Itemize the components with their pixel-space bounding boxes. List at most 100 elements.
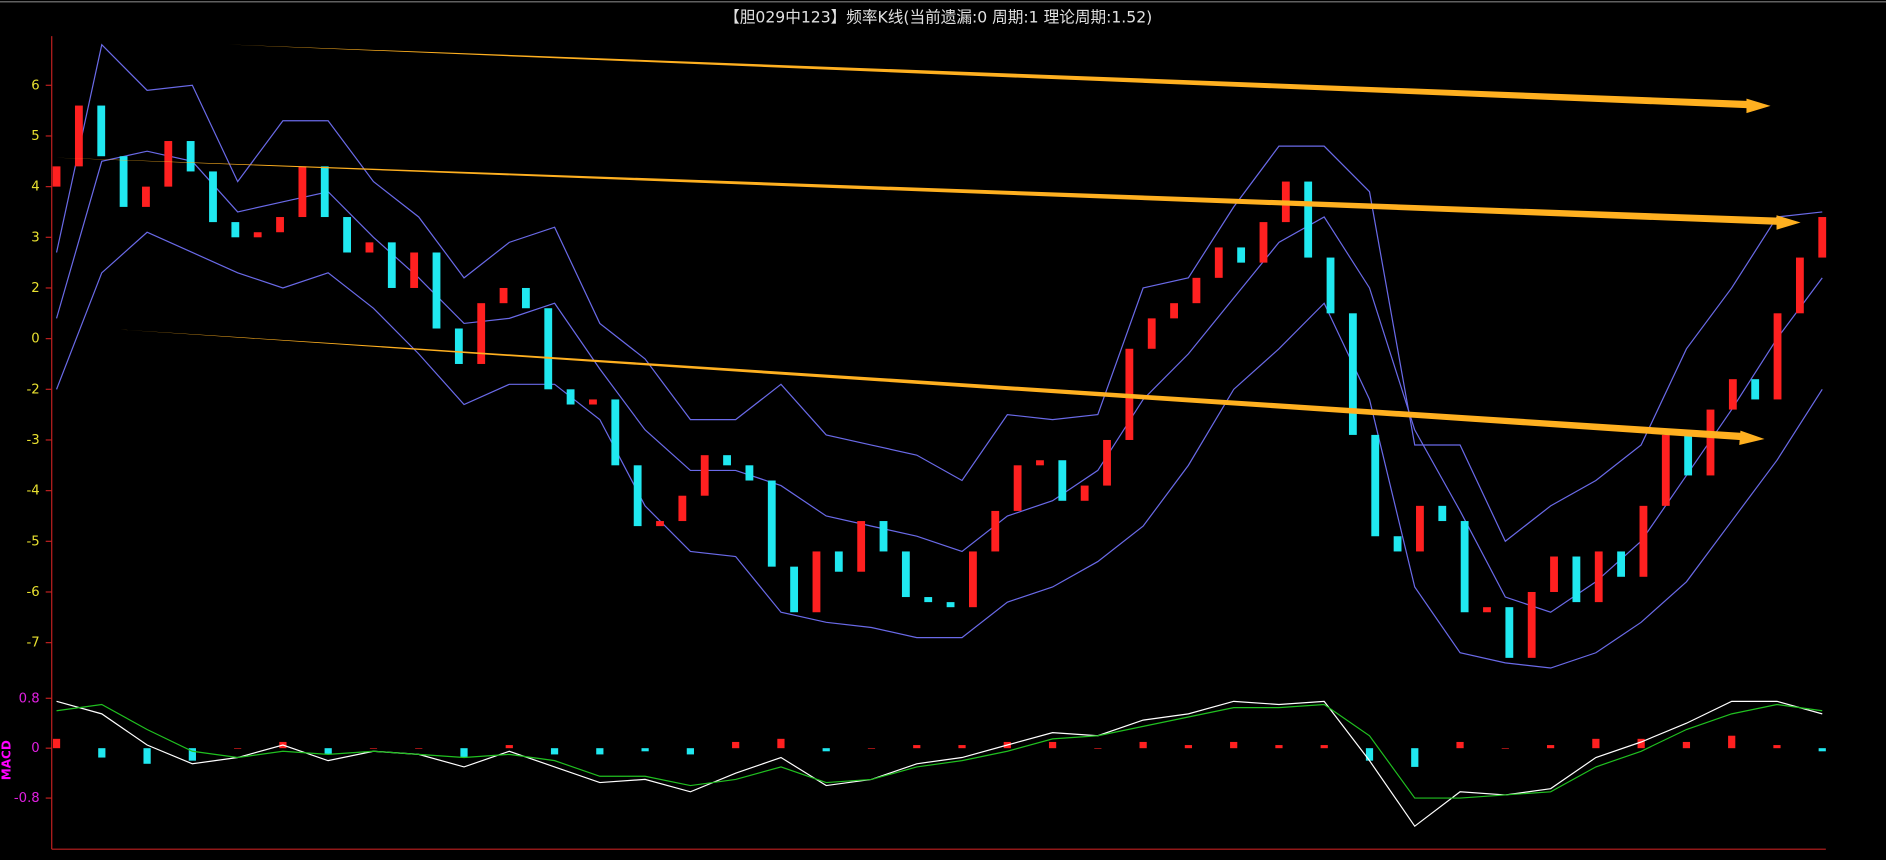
candle (901, 551, 910, 598)
candle (857, 521, 866, 572)
candle (97, 105, 106, 157)
histogram-bar (1365, 748, 1374, 761)
histogram-bar (596, 748, 604, 755)
histogram-bar (777, 738, 785, 749)
candle (1483, 607, 1491, 613)
arrow-head (1746, 98, 1771, 114)
candle (1527, 591, 1536, 658)
histogram-bar (913, 745, 921, 749)
histogram-bar (732, 741, 740, 749)
candle (499, 287, 508, 304)
candle (790, 566, 799, 613)
candle (1818, 217, 1827, 258)
candle (1505, 607, 1514, 658)
candle (1572, 556, 1581, 603)
candle (834, 551, 843, 572)
panel-label: MACD (0, 740, 14, 780)
candle (343, 217, 352, 253)
candle (812, 551, 821, 613)
candle (164, 141, 173, 187)
candle (432, 252, 441, 329)
histogram-bar (1320, 745, 1328, 749)
histogram-bar (1230, 741, 1238, 749)
candle (946, 602, 955, 608)
candle (1617, 551, 1625, 577)
candle (454, 328, 463, 364)
candle (544, 308, 553, 390)
histogram-bar (143, 748, 151, 764)
y-tick-label: 2 (31, 281, 39, 296)
candle (1460, 521, 1469, 613)
candle (678, 495, 687, 522)
candle (1661, 434, 1670, 506)
candle (723, 455, 731, 466)
y-tick-label: 4 (31, 180, 39, 195)
candle (1639, 505, 1648, 577)
candle (387, 242, 396, 288)
plot-area: 6 5 4 3 2 0 -2 -3 -4 -5 -6 -7 0.8 0 -0.8 (14, 43, 1827, 828)
candle (589, 399, 597, 405)
candle (1706, 409, 1715, 476)
candle (566, 389, 575, 405)
candle (209, 171, 217, 223)
candle (611, 399, 620, 466)
candle (1773, 313, 1782, 400)
histogram-bar (686, 748, 694, 755)
candle (1393, 536, 1402, 552)
candle (1103, 439, 1111, 486)
candle (276, 217, 284, 233)
histogram-bar (1546, 745, 1555, 749)
candle (924, 597, 933, 603)
candle (1416, 505, 1424, 552)
histogram-bar (52, 738, 61, 749)
histogram-bar (1773, 745, 1781, 749)
candle (879, 521, 888, 552)
trend-arrow (228, 44, 1751, 109)
histogram-bar (415, 748, 423, 749)
line-series (56, 703, 1823, 799)
candle (298, 166, 307, 218)
candle (186, 141, 195, 172)
candle (745, 465, 754, 481)
y-tick-label: -6 (27, 585, 40, 600)
histogram-bar (550, 748, 559, 755)
candle (521, 287, 530, 309)
histogram-bar (1456, 741, 1464, 749)
y-tick-label: -3 (27, 433, 40, 448)
candle (320, 166, 329, 218)
y-tick-label: -5 (27, 534, 40, 549)
y-tick-label: -2 (27, 382, 40, 397)
line-series (55, 231, 1823, 669)
histogram-bar (188, 748, 196, 761)
candle (1058, 460, 1067, 501)
histogram-bar (1184, 745, 1193, 749)
histogram-bar (1048, 741, 1057, 749)
histogram-bar (1411, 748, 1419, 767)
annotations (54, 44, 1801, 446)
candle (656, 521, 664, 527)
candle (1147, 318, 1156, 349)
histogram-bar (958, 745, 966, 749)
trend-arrow (120, 329, 1745, 441)
y-tick-label: 3 (31, 230, 39, 245)
y-tick-label: -4 (27, 484, 40, 499)
arrow-head (1776, 215, 1801, 230)
candle (1438, 505, 1447, 522)
histogram-bar (822, 748, 830, 752)
candle (1594, 551, 1603, 603)
y-tick-label: -0.8 (14, 791, 40, 806)
histogram-bar (1728, 735, 1736, 749)
candle (1170, 303, 1178, 319)
histogram-bar (505, 745, 513, 749)
candle (74, 105, 83, 167)
histogram-bar (1818, 748, 1826, 752)
line-series (56, 700, 1823, 828)
candle (52, 166, 61, 187)
histogram-bar (1094, 748, 1102, 749)
candle (231, 222, 240, 238)
candle (1371, 434, 1380, 537)
candle (1304, 181, 1313, 258)
candle (1192, 277, 1201, 304)
histogram-bar (641, 748, 649, 752)
y-tick-label: 0 (31, 741, 39, 756)
